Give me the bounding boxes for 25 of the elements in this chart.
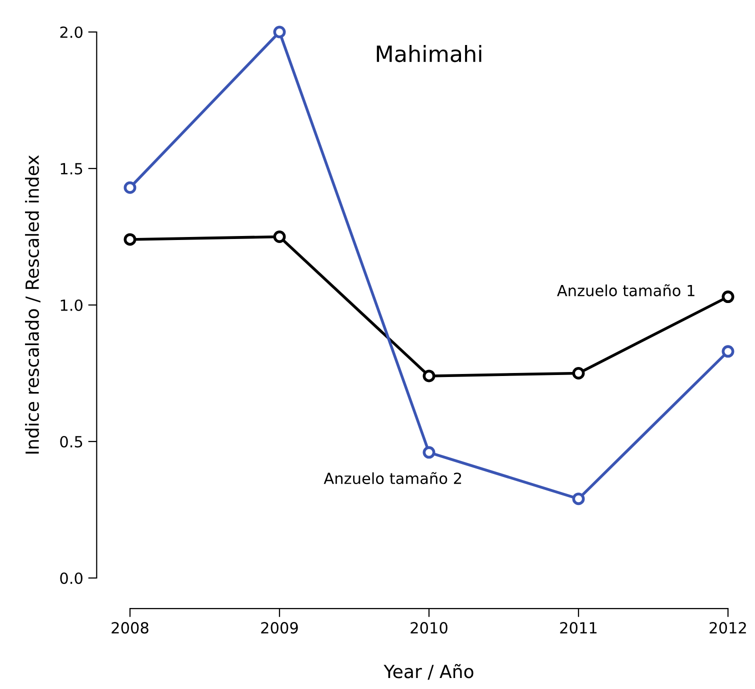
point (572, 367, 585, 380)
point (124, 181, 136, 194)
annotation: Anzuelo tamaño 2 (324, 472, 462, 484)
x-tick-label: 2009 (261, 622, 298, 634)
point (124, 233, 136, 246)
point (572, 492, 585, 506)
point (273, 230, 286, 243)
x-tick-label: 2010 (410, 622, 448, 634)
point (422, 370, 436, 382)
x-tick-label: 2008 (112, 622, 148, 634)
y-tick-label: 0.0 (60, 572, 82, 584)
x-tick-label: 2012 (710, 622, 746, 634)
x-tick-label: 2011 (560, 622, 597, 634)
y-tick-label: 1.5 (60, 163, 82, 175)
y-tick-label: 2.0 (60, 26, 82, 38)
point (422, 446, 436, 459)
x-axis-title: Year / Año (384, 664, 474, 680)
point (722, 290, 734, 304)
annotation: Anzuelo tamaño 1 (557, 284, 694, 296)
y-tick-label: 1.0 (60, 299, 82, 312)
y-tick-label: 0.5 (60, 436, 82, 448)
point (273, 26, 286, 38)
y-axis-title: Indice rescalado / Rescaled index (25, 155, 40, 454)
point (722, 345, 734, 358)
chart-title: Mahimahi (376, 45, 482, 62)
